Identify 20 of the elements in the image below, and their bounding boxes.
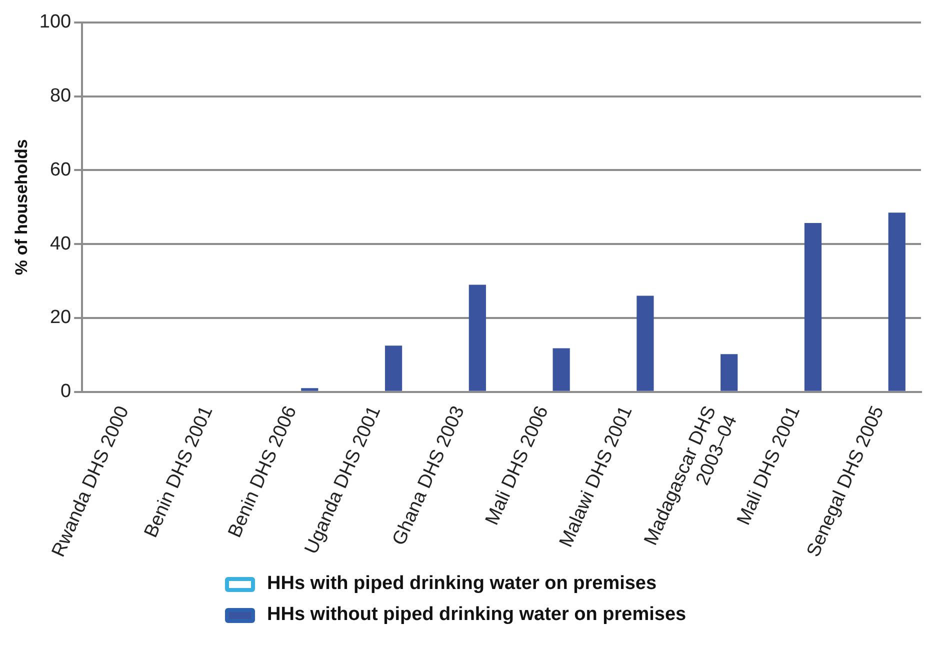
y-tick-label: 0 [60,381,72,402]
x-tick-label: Benin DHS 2006 [224,403,302,541]
bar [384,346,402,391]
bar [636,296,654,391]
y-tick-label: 100 [39,12,72,33]
y-tick-label: 40 [50,233,72,254]
y-axis-title: % of households [12,139,31,276]
bar [804,223,822,391]
bar [888,212,906,391]
bar [301,388,318,391]
legend-label: HHs with piped drinking water on premises [267,573,657,595]
y-tick-label: 20 [50,307,72,328]
bar [552,348,570,391]
x-tick-label: Mali DHS 2006 [482,403,553,528]
legend-label: HHs without piped drinking water on premises [267,604,686,626]
bar [468,284,486,391]
bar [720,354,738,391]
x-tick-label: Benin DHS 2001 [140,403,218,541]
y-tick-label: 80 [50,86,72,107]
y-tick-label: 60 [50,159,72,180]
